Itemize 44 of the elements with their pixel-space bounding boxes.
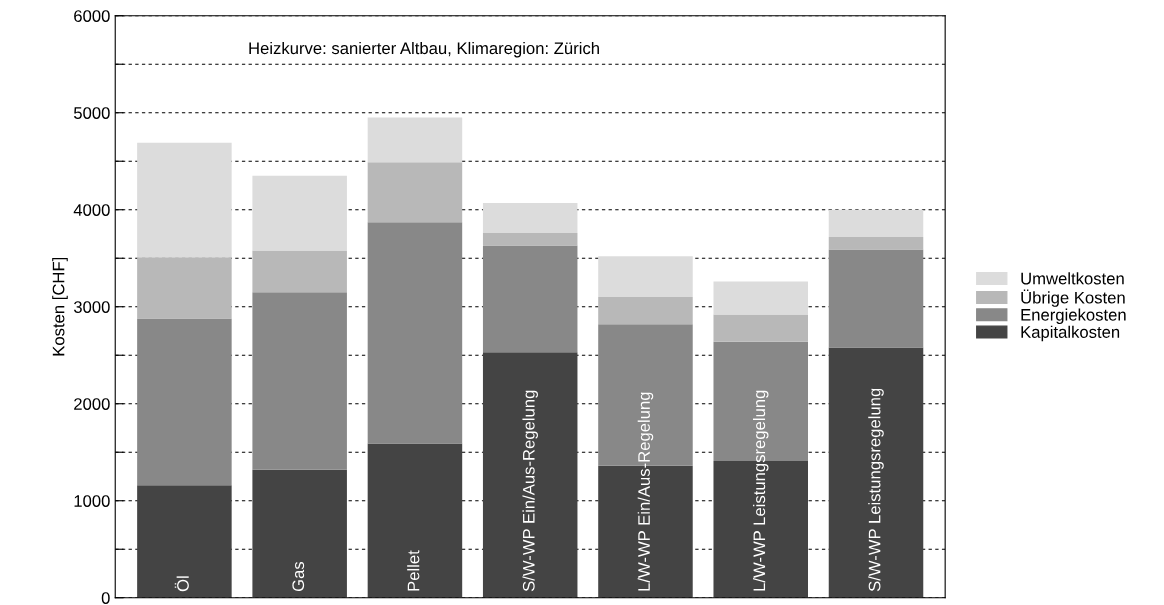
x-tick-label: S/W-WP Leistungsregelung [868,388,884,592]
bar [137,257,232,319]
y-tick-label: 1000 [74,495,110,507]
y-tick-label: 5000 [73,107,110,119]
bar [482,233,578,246]
bar [828,209,924,237]
annotation: Heizkurve: sanierter Altbau, Klimaregion: Zürich [249,41,599,58]
x-tick-label: Öl [174,576,189,592]
y-tick-label: 0 [101,592,110,604]
y-axis-title: Kosten [CHF] [52,257,68,356]
y-tick-label: 3000 [73,301,110,313]
x-tick-label: Pellet [407,550,420,591]
bar [367,117,463,163]
bar [252,175,347,251]
bar [828,347,924,598]
bar [137,485,232,598]
bar [482,245,578,353]
y-tick-label: 6000 [74,10,110,22]
x-tick-label: Gas [292,561,305,592]
x-tick-label: S/W-WP Ein/Aus-Regelung [522,390,538,592]
legend-label: Energiekosten [1021,308,1126,325]
bar [367,443,463,598]
legend-label: Umweltkosten [1021,272,1124,285]
legend-label: Übrige Kosten [1021,289,1125,307]
bar [252,250,347,293]
bar [598,256,693,298]
bar [252,469,347,598]
bar [367,222,463,444]
x-tick-label: L/W-WP Leistungsregelung [752,390,769,591]
bar [482,352,578,598]
legend-label: Kapitalkosten [1021,325,1120,342]
bar [482,202,578,234]
bar [252,292,347,470]
y-tick-label: 4000 [73,204,110,216]
bar [713,314,808,342]
bar [367,162,463,223]
y-tick-label: 2000 [74,398,110,410]
bar [828,249,924,348]
bar [137,318,232,486]
bar [137,142,232,258]
bar [828,236,924,250]
x-tick-label: L/W-WP Ein/Aus-Regelung [637,392,654,591]
bar [598,297,693,325]
bar [713,281,808,315]
